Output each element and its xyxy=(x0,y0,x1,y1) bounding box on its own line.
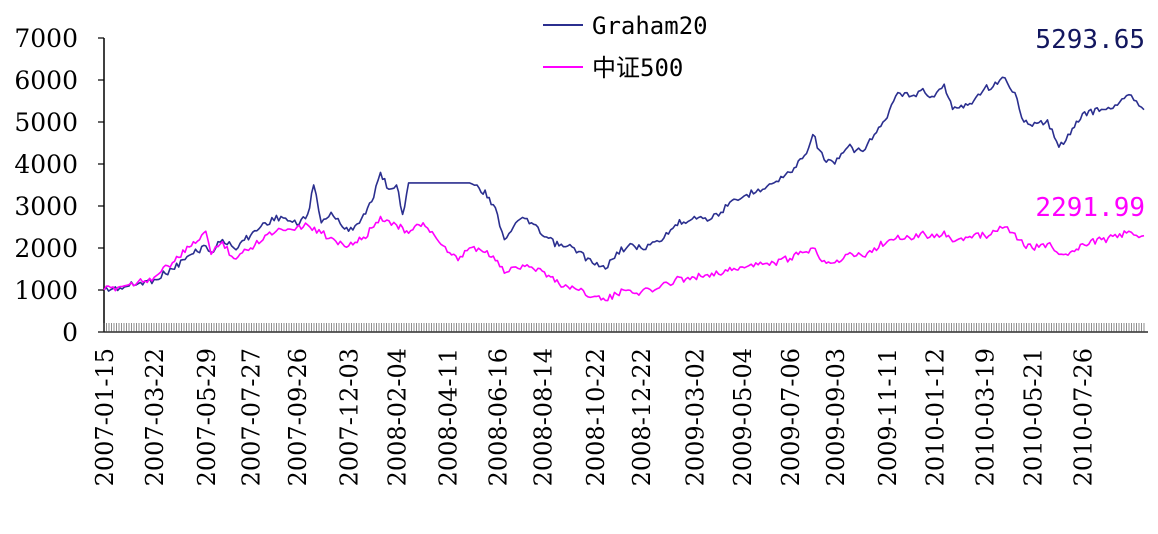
x-tick-label: 2007-05-29 xyxy=(193,348,221,486)
y-axis: 0 1000 2000 3000 4000 5000 6000 7000 xyxy=(14,24,105,347)
series-line-0 xyxy=(103,76,1145,292)
x-tick-label: 2007-03-22 xyxy=(141,348,169,486)
legend-label-graham20: Graham20 xyxy=(592,12,708,40)
end-label-graham20: 5293.65 xyxy=(1035,25,1145,55)
y-tick-label: 4000 xyxy=(14,150,78,179)
y-tick-label: 7000 xyxy=(14,24,78,53)
x-tick-label: 2008-12-22 xyxy=(628,348,656,486)
x-tick-label: 2010-03-19 xyxy=(971,348,999,486)
series-layer xyxy=(103,76,1145,302)
x-tick-label: 2007-12-03 xyxy=(336,348,364,486)
x-tick-label: 2007-01-15 xyxy=(91,348,119,486)
x-tick-label: 2009-11-11 xyxy=(874,348,902,486)
x-tick-label: 2007-09-26 xyxy=(284,348,312,486)
y-tick-label: 0 xyxy=(62,318,78,347)
x-tick-label: 2010-01-12 xyxy=(921,348,949,486)
x-tick-band xyxy=(103,323,1145,332)
y-tick-label: 5000 xyxy=(14,108,78,137)
x-tick-label: 2010-05-21 xyxy=(1019,348,1047,486)
x-tick-label: 2008-06-16 xyxy=(485,348,513,486)
y-tick-label: 6000 xyxy=(14,66,78,95)
x-tick-label: 2010-07-26 xyxy=(1069,348,1097,486)
x-tick-label: 2008-10-22 xyxy=(582,348,610,486)
series-line-1 xyxy=(103,215,1145,302)
x-tick-label: 2007-07-27 xyxy=(238,348,266,486)
y-tick-label: 2000 xyxy=(14,234,78,263)
y-tick-label: 3000 xyxy=(14,192,78,221)
legend: Graham20 中证500 xyxy=(543,12,708,82)
x-tick-label: 2008-08-14 xyxy=(529,348,557,486)
legend-label-zz500: 中证500 xyxy=(592,54,683,82)
end-label-zz500: 2291.99 xyxy=(1035,193,1145,223)
x-tick-label: 2009-05-04 xyxy=(729,348,757,486)
x-tick-label: 2009-09-03 xyxy=(822,348,850,486)
y-tick-label: 1000 xyxy=(14,276,78,305)
x-tick-label: 2008-02-04 xyxy=(383,348,411,486)
x-tick-label: 2008-04-11 xyxy=(434,348,462,486)
x-tick-label: 2009-07-06 xyxy=(777,348,805,486)
x-tick-label: 2009-03-02 xyxy=(681,348,709,486)
x-axis: 2007-01-15 2007-03-22 2007-05-29 2007-07-27… xyxy=(91,323,1148,486)
